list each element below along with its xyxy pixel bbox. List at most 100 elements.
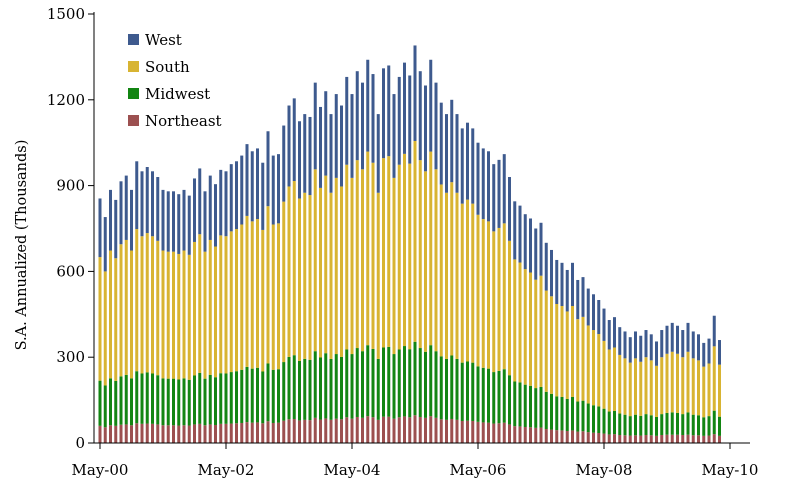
bar-south-21 [208,239,212,375]
bar-northeast-12 [161,425,165,443]
bar-south-4 [119,244,123,377]
bar-west-23 [219,169,223,236]
bar-south-12 [161,250,165,379]
bar-south-116 [707,363,711,417]
bar-northeast-111 [681,434,685,443]
bar-south-71 [471,203,475,363]
bar-midwest-90 [571,396,574,431]
bar-west-76 [497,159,501,228]
bar-south-89 [565,311,569,399]
bar-midwest-105 [649,415,653,436]
bar-south-91 [576,319,580,402]
bar-midwest-89 [565,398,569,431]
bar-midwest-5 [124,374,128,425]
bar-midwest-27 [240,369,244,423]
bar-west-2 [109,189,112,251]
bar-northeast-56 [392,418,396,443]
legend: West South Midwest Northeast [128,31,222,130]
bar-northeast-19 [198,423,202,443]
bar-midwest-38 [298,360,301,421]
bar-west-45 [334,94,338,178]
bar-south-114 [697,360,700,416]
bar-south-88 [560,306,564,397]
y-tick-label-900: 900 [56,177,85,195]
bar-midwest-75 [492,372,496,424]
bar-west-116 [707,338,711,364]
bar-west-77 [502,154,506,224]
bar-west-64 [434,82,438,170]
bar-south-117 [712,346,716,411]
bar-midwest-80 [518,382,522,427]
bar-northeast-15 [177,425,181,443]
bar-midwest-18 [193,375,196,425]
bar-south-66 [445,192,448,359]
bar-midwest-51 [366,345,370,417]
legend-label-northeast: Northeast [145,112,222,130]
bar-midwest-17 [187,379,191,426]
bar-midwest-48 [350,354,354,419]
bar-midwest-111 [681,414,685,435]
bar-west-78 [508,177,511,241]
bar-midwest-29 [250,368,254,423]
bar-midwest-106 [655,416,658,436]
bar-south-2 [109,250,112,379]
bar-west-112 [686,322,690,352]
bar-west-92 [581,277,585,317]
bar-south-41 [313,169,317,352]
bar-midwest-73 [481,367,485,423]
legend-label-midwest: Midwest [145,85,210,103]
bar-midwest-37 [292,355,296,419]
bar-south-96 [602,340,606,409]
y-tick-label-1200: 1200 [47,91,85,109]
bar-northeast-93 [586,432,590,443]
bar-midwest-71 [471,362,475,421]
bar-west-62 [424,85,427,172]
bar-midwest-72 [476,366,480,422]
bar-northeast-70 [466,420,469,443]
bar-west-70 [466,122,469,200]
bar-west-60 [413,45,417,141]
bar-northeast-69 [460,420,464,443]
bar-northeast-60 [413,415,417,443]
bar-west-90 [571,262,574,307]
bar-south-44 [329,192,333,359]
bar-west-65 [439,102,443,185]
bar-midwest-12 [161,378,165,426]
bar-south-109 [670,351,674,413]
bar-midwest-99 [618,413,622,435]
bar-northeast-85 [544,428,548,443]
bar-west-110 [676,325,679,354]
bar-northeast-116 [707,435,711,443]
bar-south-85 [544,290,548,392]
bar-west-103 [639,335,643,362]
bar-northeast-78 [508,424,511,443]
bar-west-99 [618,327,622,355]
bar-midwest-62 [424,351,427,418]
bar-midwest-41 [313,351,317,418]
bar-midwest-58 [403,346,406,417]
bar-northeast-44 [329,419,333,443]
bar-west-69 [460,128,464,204]
bar-south-28 [245,215,249,367]
bar-south-33 [271,224,275,370]
bar-west-46 [340,105,343,187]
bar-northeast-94 [592,432,595,443]
bar-midwest-76 [497,370,501,424]
bar-northeast-61 [418,416,422,443]
bar-west-48 [350,94,354,178]
bar-northeast-55 [387,416,391,443]
bar-west-37 [292,98,296,182]
bar-northeast-63 [429,416,433,443]
bar-west-21 [208,175,212,240]
bar-northeast-99 [618,434,622,443]
bar-northeast-92 [581,431,585,443]
bar-northeast-5 [124,424,128,443]
bar-midwest-79 [513,381,517,427]
bar-west-15 [177,194,181,254]
bar-northeast-8 [140,423,144,443]
bar-south-64 [434,169,438,352]
bar-south-72 [476,214,480,367]
bar-west-97 [607,320,611,350]
bar-northeast-50 [361,417,364,443]
